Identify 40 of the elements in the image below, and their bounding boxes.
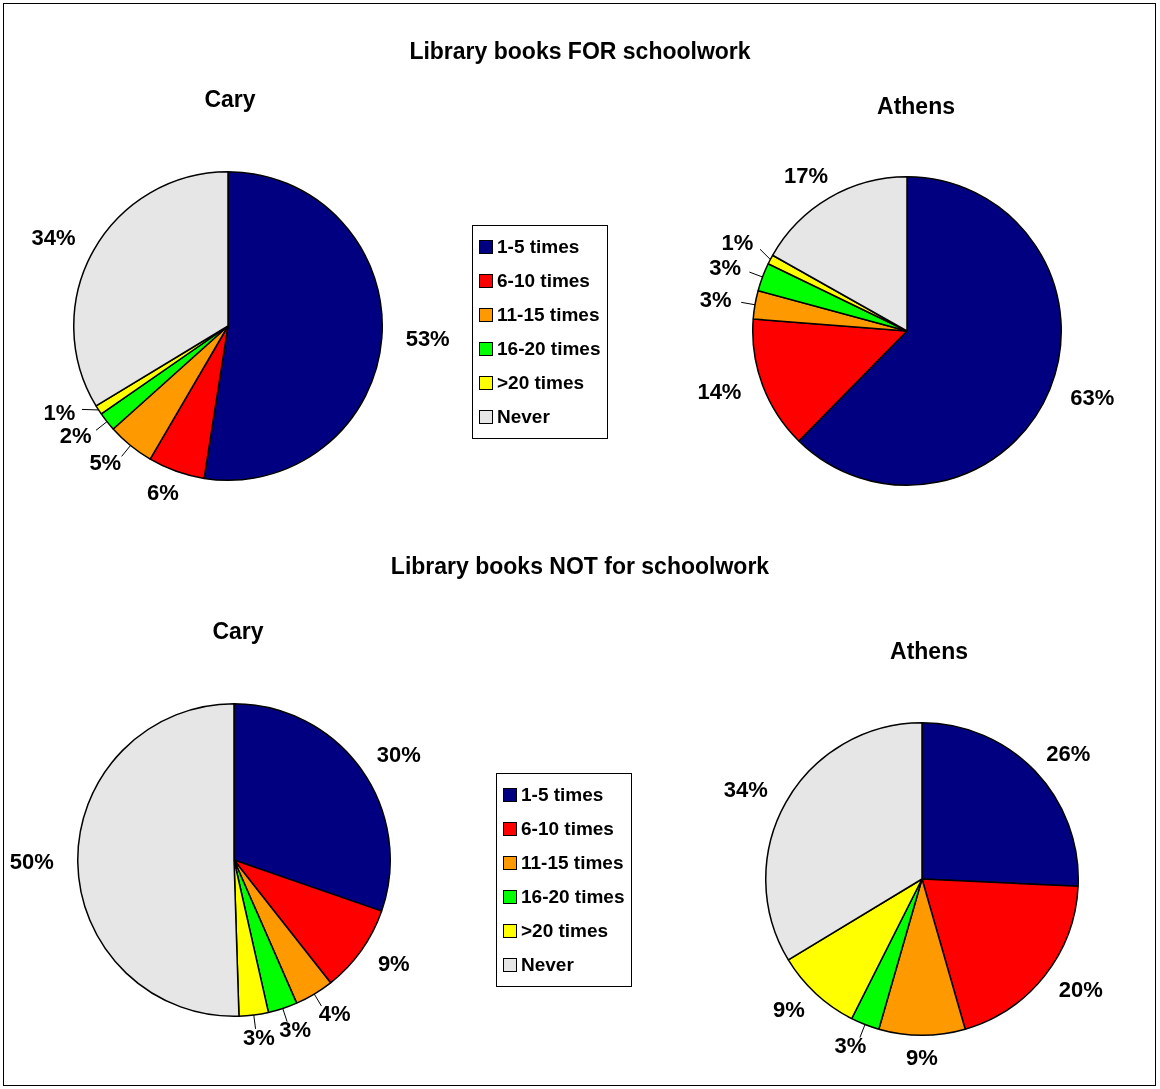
chart-title: Cary: [203, 86, 257, 113]
data-label: 9%: [772, 997, 805, 1023]
data-label: 3%: [709, 254, 742, 280]
legend-label: 1-5 times: [496, 235, 581, 259]
data-label: 1%: [721, 230, 754, 256]
data-label: 3%: [699, 286, 732, 312]
legend-label: 11-15 times: [520, 851, 625, 875]
data-label: 6%: [146, 479, 179, 505]
data-label: 3%: [242, 1024, 275, 1050]
legend-label: 16-20 times: [496, 337, 601, 361]
data-label: 53%: [405, 325, 450, 351]
data-label: 4%: [318, 1000, 351, 1026]
data-label: 26%: [1046, 740, 1091, 766]
legend-label: 1-5 times: [520, 783, 605, 807]
legend-label: 11-15 times: [496, 303, 601, 327]
legend-label: >20 times: [496, 371, 586, 395]
legend-label: 6-10 times: [520, 817, 615, 841]
data-label: 50%: [9, 848, 54, 874]
text: Library books FOR schoolwork: [408, 38, 752, 65]
data-label: 9%: [377, 950, 410, 976]
legend-label: >20 times: [520, 919, 610, 943]
data-label: 5%: [89, 450, 122, 476]
data-label: 9%: [906, 1045, 938, 1071]
legend-label: 6-10 times: [496, 269, 591, 293]
data-label: 3%: [279, 1017, 312, 1043]
data-label: 20%: [1058, 976, 1103, 1002]
data-label: 17%: [783, 163, 828, 189]
data-label: 3%: [834, 1032, 867, 1058]
data-label: 34%: [31, 224, 76, 250]
data-label: 34%: [723, 776, 768, 802]
chart-title: Athens: [876, 93, 956, 120]
data-label: 14%: [697, 379, 742, 405]
legend-label: Never: [520, 953, 575, 977]
data-label: 30%: [376, 741, 421, 767]
text: Library books NOT for schoolwork: [389, 553, 771, 580]
legend-label: 16-20 times: [520, 885, 625, 909]
legend-label: Never: [496, 405, 551, 429]
data-label: 63%: [1070, 384, 1115, 410]
chart-title: Cary: [211, 618, 265, 645]
chart-title: Athens: [889, 638, 969, 665]
